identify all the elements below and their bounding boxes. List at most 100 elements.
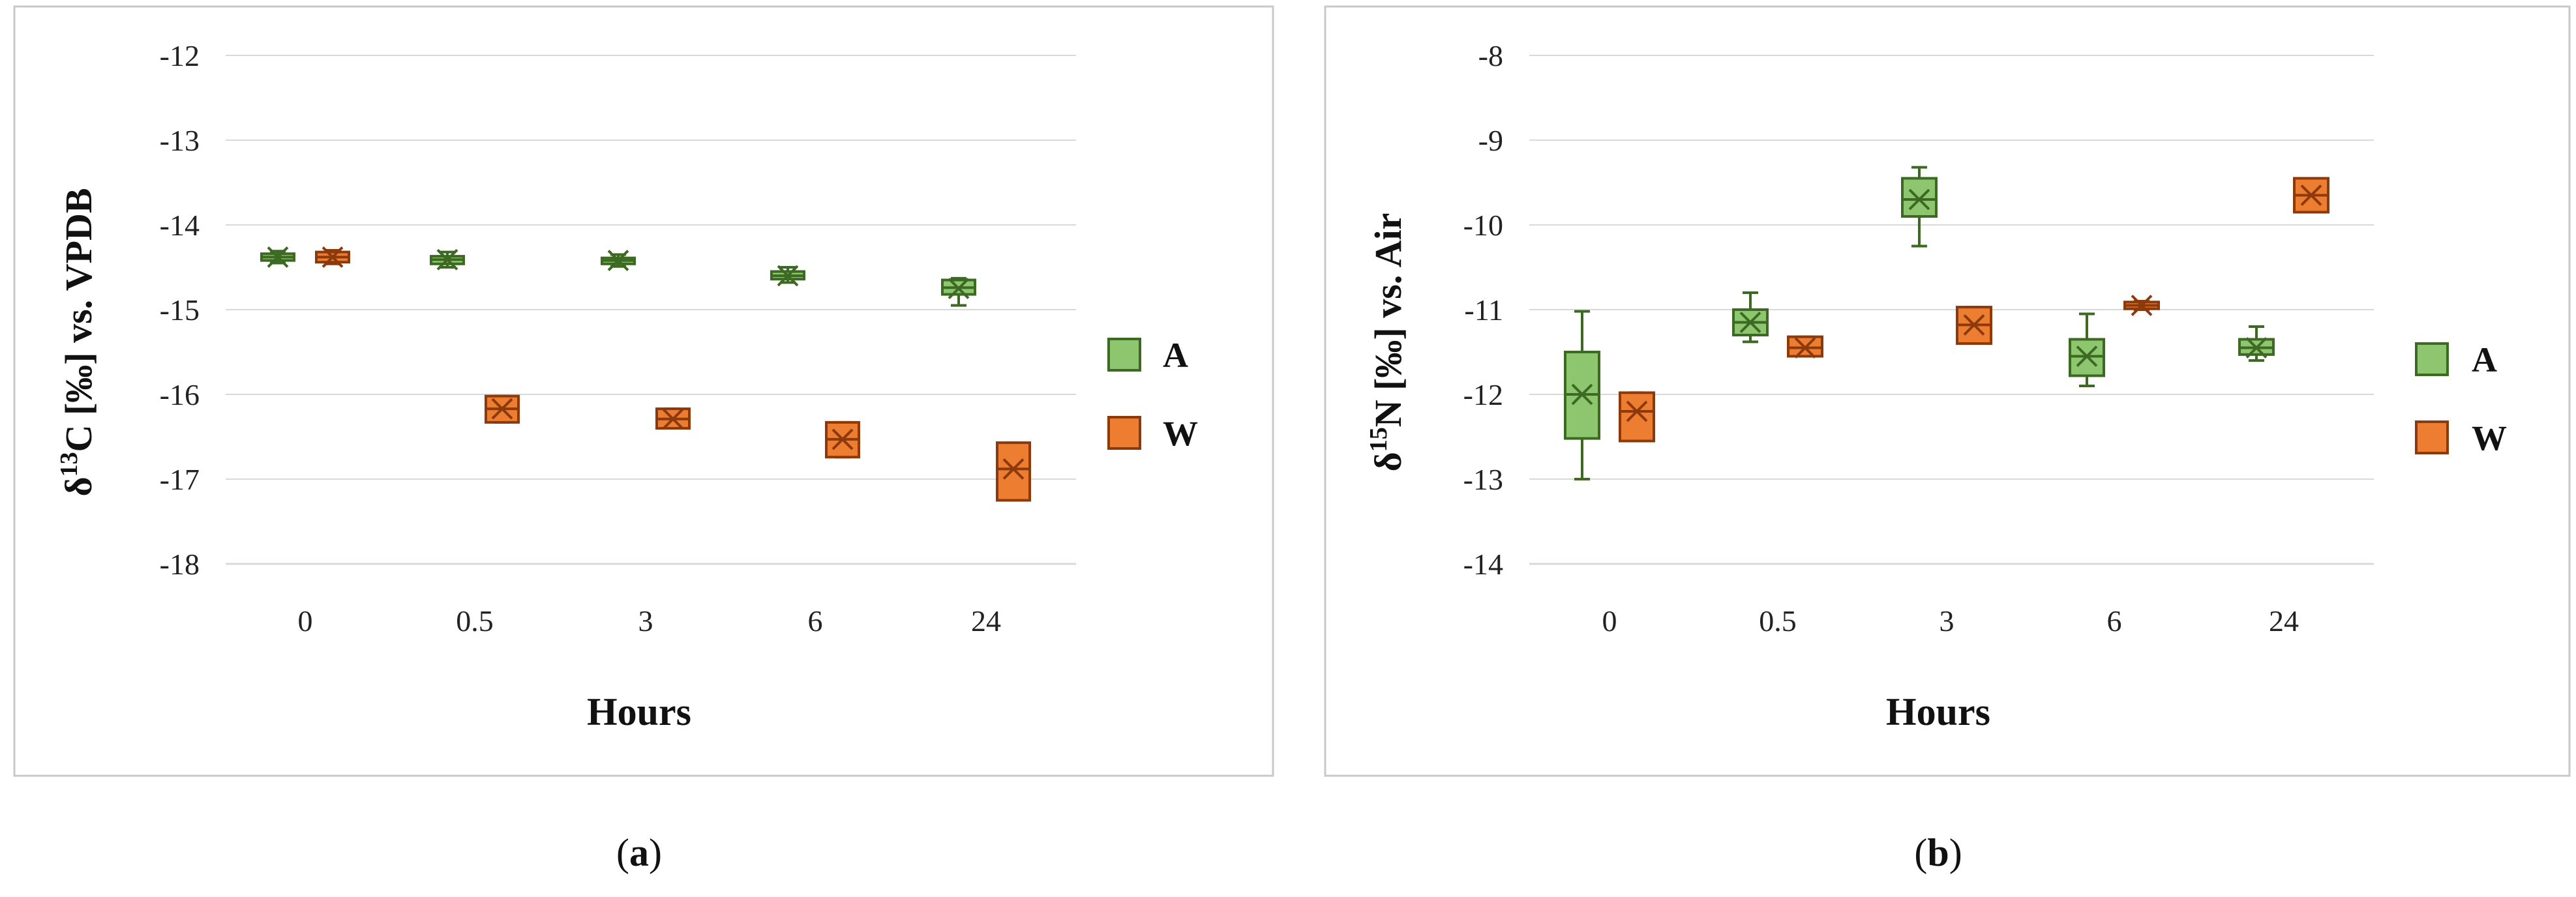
mean-marker — [2076, 346, 2098, 367]
x-tick-label: 6 — [808, 604, 823, 638]
y-tick-label: -9 — [1478, 124, 1503, 157]
legend-label-a: A — [1163, 336, 1188, 375]
x-tick-label: 3 — [1939, 604, 1954, 638]
box-plot-w — [485, 394, 520, 424]
mean-marker — [777, 265, 799, 287]
box-plot-a — [1564, 310, 1600, 480]
mean-marker — [948, 278, 970, 299]
tick-labels: -8 -9 -10 -11 -12 -13 -14 0 0.5 3 6 24 — [1463, 39, 2299, 638]
box-plot-a — [430, 248, 465, 271]
mean-marker — [436, 248, 458, 271]
y-axis-title-text: C [‰] vs. VPDB — [57, 188, 100, 452]
box-plot-a — [941, 276, 976, 307]
legend-swatch-w — [2415, 420, 2449, 454]
y-axis-title-superscript: 15 — [1365, 427, 1392, 452]
y-tick-label: -18 — [160, 548, 200, 581]
box — [1901, 177, 1938, 218]
legend: A W — [1107, 336, 1198, 453]
box-plot-w — [996, 441, 1031, 502]
y-axis-title-superscript: 13 — [55, 452, 83, 477]
legend-label-a: A — [2472, 340, 2497, 379]
tick-labels: -12 -13 -14 -15 -16 -17 -18 0 0.5 3 6 24 — [160, 39, 1001, 638]
x-tick-label: 24 — [2269, 604, 2299, 638]
x-tick-label: 0 — [298, 604, 313, 638]
y-axis-title: δ13C [‰] vs. VPDB — [55, 188, 100, 496]
box — [996, 441, 1031, 502]
gridlines — [1529, 55, 2374, 565]
mean-marker — [1794, 337, 1816, 359]
legend-swatch-w — [1107, 416, 1141, 450]
mean-marker — [322, 246, 344, 268]
y-tick-label: -17 — [160, 463, 200, 496]
box-plot-w — [315, 246, 350, 268]
y-tick-label: -12 — [1463, 378, 1503, 411]
mean-marker — [2245, 337, 2268, 359]
y-tick-label: -12 — [160, 39, 200, 72]
box-plot-a — [601, 250, 636, 272]
chart-panel-b: -8 -9 -10 -11 -12 -13 -14 0 0.5 3 6 24 δ15N [‰] vs.… — [1324, 5, 2571, 777]
legend-label-w: W — [1163, 414, 1198, 453]
x-tick-label: 6 — [2107, 604, 2122, 638]
caption-a-letter: a — [629, 831, 649, 874]
chart-panel-a: -12 -13 -14 -15 -16 -17 -18 0 0.5 3 6 24 δ13C [‰] v… — [13, 5, 1274, 777]
mean-marker — [1571, 383, 1593, 405]
gridlines — [226, 55, 1076, 565]
box-plot-a — [770, 265, 805, 287]
mean-marker — [831, 428, 854, 450]
y-tick-label: -16 — [160, 378, 200, 411]
mean-marker — [1963, 314, 1985, 336]
box-plot-w — [1956, 306, 1992, 346]
box — [1619, 391, 1655, 443]
x-tick-label: 0.5 — [1759, 604, 1797, 638]
box-plots — [260, 246, 1031, 502]
box-plot-a — [260, 246, 295, 268]
x-tick-label: 0.5 — [456, 604, 494, 638]
mean-marker — [267, 246, 289, 268]
box-plot-w — [2123, 295, 2160, 316]
mean-marker — [1739, 312, 1761, 333]
x-axis-title: Hours — [587, 690, 691, 733]
caption-a: (a) — [616, 831, 662, 874]
y-axis-title-symbol: δ — [57, 477, 100, 496]
x-axis-title: Hours — [1886, 690, 1990, 733]
y-axis-title: δ15N [‰] vs. Air — [1365, 213, 1409, 472]
mean-marker — [1626, 400, 1648, 422]
chart-frame — [13, 5, 1274, 777]
box-plots — [1564, 166, 2329, 480]
chart-frame — [1324, 5, 2571, 777]
box-plot-w — [825, 420, 860, 459]
caption-b-letter: b — [1927, 831, 1949, 874]
box-plot-a — [1901, 166, 1938, 248]
y-tick-label: -10 — [1463, 209, 1503, 242]
x-tick-label: 24 — [971, 604, 1001, 638]
y-tick-label: -8 — [1478, 39, 1503, 72]
y-tick-label: -14 — [160, 209, 200, 242]
y-tick-label: -14 — [1463, 548, 1503, 581]
mean-marker — [607, 250, 629, 272]
mean-marker — [2131, 295, 2153, 316]
y-tick-label: -15 — [160, 293, 200, 327]
x-tick-label: 3 — [638, 604, 653, 638]
mean-marker — [2300, 184, 2322, 206]
caption-b: (b) — [1914, 831, 1962, 874]
box-plot-w — [2293, 177, 2329, 214]
legend-swatch-a — [2415, 342, 2449, 376]
y-tick-label: -13 — [160, 124, 200, 157]
y-axis-title-text: N [‰] vs. Air — [1367, 213, 1409, 428]
legend: A W — [2415, 340, 2507, 458]
box-plot-w — [1619, 391, 1655, 443]
y-axis-title-symbol: δ — [1367, 452, 1409, 471]
x-tick-label: 0 — [1602, 604, 1617, 638]
legend-swatch-a — [1107, 338, 1141, 372]
mean-marker — [491, 398, 513, 420]
box-plot-a — [1732, 291, 1769, 344]
y-tick-label: -13 — [1463, 463, 1503, 496]
box-plot-w — [655, 407, 691, 430]
y-tick-label: -11 — [1464, 293, 1503, 327]
mean-marker — [662, 408, 684, 430]
legend-label-w: W — [2472, 419, 2507, 458]
box-plot-w — [1787, 335, 1823, 359]
mean-marker — [1002, 458, 1025, 480]
mean-marker — [1908, 188, 1930, 211]
